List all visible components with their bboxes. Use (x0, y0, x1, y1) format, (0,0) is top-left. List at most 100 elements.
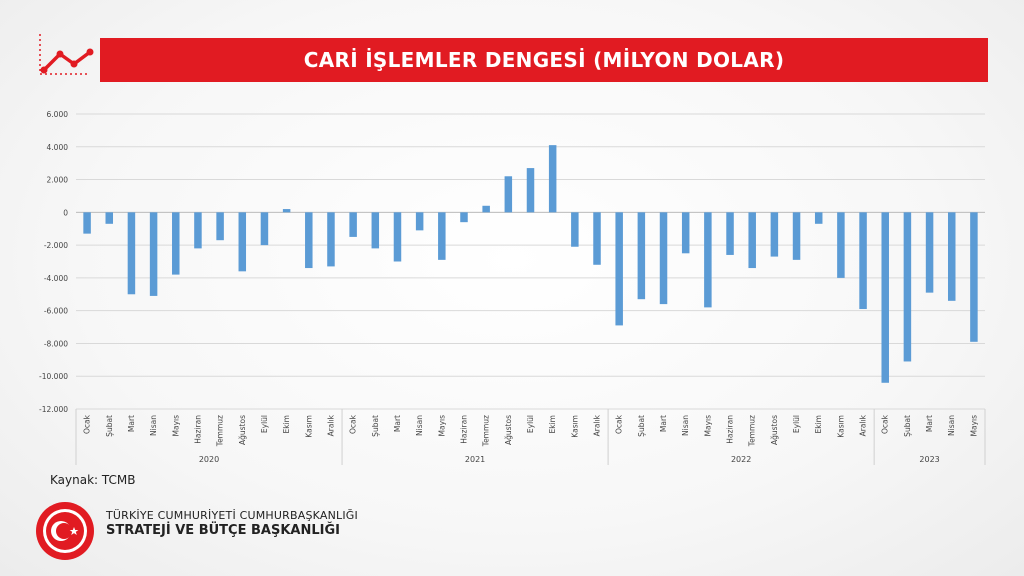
category-label: Eylül (260, 415, 269, 433)
y-tick-label: -4.000 (44, 274, 68, 283)
bar (903, 212, 912, 362)
bar (305, 212, 313, 269)
category-label: Ocak (83, 414, 92, 434)
bar (194, 212, 202, 249)
category-label: Nisan (947, 415, 956, 436)
category-label: Mart (393, 415, 402, 432)
bar (970, 212, 978, 342)
trend-line-icon (39, 34, 94, 75)
bar (149, 212, 158, 296)
category-label: Şubat (637, 415, 646, 437)
bar (792, 212, 801, 260)
org-name-line1: TÜRKİYE CUMHURİYETİ CUMHURBAŞKANLIĞI (106, 509, 358, 522)
title-banner: CARİ İŞLEMLER DENGESİ (MİLYON DOLAR) (100, 38, 988, 82)
category-label: Haziran (193, 415, 202, 444)
bar (637, 212, 646, 300)
bar (593, 212, 601, 265)
bar (947, 212, 956, 301)
category-label: Mayıs (969, 415, 978, 437)
bar (770, 212, 779, 257)
category-label: Haziran (459, 415, 468, 444)
category-label: Ocak (349, 414, 358, 434)
bar (393, 212, 402, 262)
category-label: Mayıs (171, 415, 180, 437)
category-label: Nisan (149, 415, 158, 436)
bar (238, 212, 247, 272)
y-tick-label: -10.000 (39, 372, 68, 381)
y-tick-label: 2.000 (47, 176, 69, 185)
category-label: Nisan (415, 415, 424, 436)
category-label: Mart (127, 415, 136, 432)
category-label: Mayıs (703, 415, 712, 437)
category-label: Ağustos (238, 415, 247, 445)
category-label: Nisan (681, 415, 690, 436)
group-label: 2021 (465, 455, 485, 464)
category-label: Eylül (526, 415, 535, 433)
bar (704, 212, 712, 308)
bar (260, 212, 269, 246)
category-label: Ocak (615, 414, 624, 434)
bar (726, 212, 734, 255)
bar (172, 212, 180, 275)
bar (349, 212, 357, 237)
category-label: Temmuz (748, 415, 757, 447)
bar (881, 212, 889, 383)
category-label: Ekim (814, 415, 823, 433)
bar (748, 212, 756, 269)
emblem-seal-icon (36, 502, 94, 560)
y-tick-label: -2.000 (44, 241, 68, 250)
y-tick-label: -12.000 (39, 405, 68, 414)
bar (482, 205, 490, 213)
bar (814, 212, 823, 224)
bar (327, 212, 335, 267)
category-label: Eylül (792, 415, 801, 433)
y-tick-label: 0 (63, 208, 68, 217)
category-label: Kasım (304, 415, 313, 438)
org-name-line2: STRATEJİ VE BÜTÇE BAŞKANLIĞI (106, 523, 340, 538)
bar (837, 212, 845, 278)
category-label: Şubat (903, 415, 912, 437)
group-label: 2022 (731, 455, 751, 464)
bar (659, 212, 668, 305)
category-label: Temmuz (216, 415, 225, 447)
category-label: Mayıs (437, 415, 446, 437)
y-tick-label: -8.000 (44, 339, 68, 348)
category-label: Aralık (593, 414, 602, 436)
category-label: Ekim (282, 415, 291, 433)
category-label: Kasım (836, 415, 845, 438)
source-note: Kaynak: TCMB (50, 473, 136, 487)
bar (438, 212, 446, 260)
bar (105, 212, 114, 224)
group-label: 2023 (919, 455, 939, 464)
bar (526, 168, 535, 213)
category-label: Şubat (105, 415, 114, 437)
bar (571, 212, 579, 247)
bar (371, 212, 380, 249)
category-label: Mart (659, 415, 668, 432)
bar (925, 212, 934, 293)
category-label: Ağustos (504, 415, 513, 445)
category-label: Ekim (548, 415, 557, 433)
bar (548, 145, 557, 213)
category-label: Ocak (881, 414, 890, 434)
category-label: Kasım (570, 415, 579, 438)
bar (83, 212, 91, 234)
bar (859, 212, 867, 310)
chart-title: CARİ İŞLEMLER DENGESİ (MİLYON DOLAR) (303, 48, 785, 72)
category-label: Ağustos (770, 415, 779, 445)
y-tick-label: 6.000 (47, 110, 69, 119)
category-label: Haziran (726, 415, 735, 444)
bar (127, 212, 136, 295)
category-label: Aralık (859, 414, 868, 436)
category-label: Şubat (371, 415, 380, 437)
bar (681, 212, 690, 254)
group-label: 2020 (199, 455, 219, 464)
bar (415, 212, 424, 231)
bar-chart: 6.000 4.000 2.000 0 -2.000 -4.000 -6.000 -8.000… (39, 110, 986, 465)
y-tick-label: 4.000 (47, 143, 69, 152)
bar (504, 176, 513, 213)
bar (460, 212, 468, 223)
category-label: Aralık (326, 414, 335, 436)
bar (615, 212, 623, 326)
bar (216, 212, 224, 241)
